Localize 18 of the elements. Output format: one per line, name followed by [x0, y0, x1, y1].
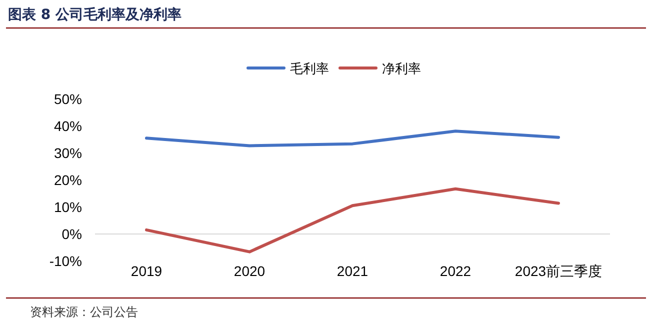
line-series [145, 130, 560, 148]
legend-label: 毛利率 [290, 61, 329, 77]
y-tick-label: 10% [54, 199, 82, 215]
text: 资料来源：公司公告 [30, 305, 138, 319]
y-tick-label: 20% [54, 172, 82, 188]
y-tick-label: 50% [54, 91, 82, 107]
y-tick-label: 30% [54, 145, 82, 161]
x-tick-label: 2020 [234, 263, 266, 279]
y-tick-label: -10% [49, 253, 82, 269]
y-tick-label: 0% [62, 226, 82, 242]
line-series [145, 187, 560, 254]
x-tick-label: 2019 [130, 263, 162, 279]
y-tick-label: 40% [54, 118, 82, 134]
x-tick-label: 2021 [336, 263, 368, 279]
x-tick-label: 2022 [440, 263, 472, 279]
legend-label: 净利率 [382, 61, 421, 77]
x-tick-label: 2023前三季度 [514, 263, 602, 279]
chart-title: 图表 8 公司毛利率及净利率 [8, 6, 182, 23]
